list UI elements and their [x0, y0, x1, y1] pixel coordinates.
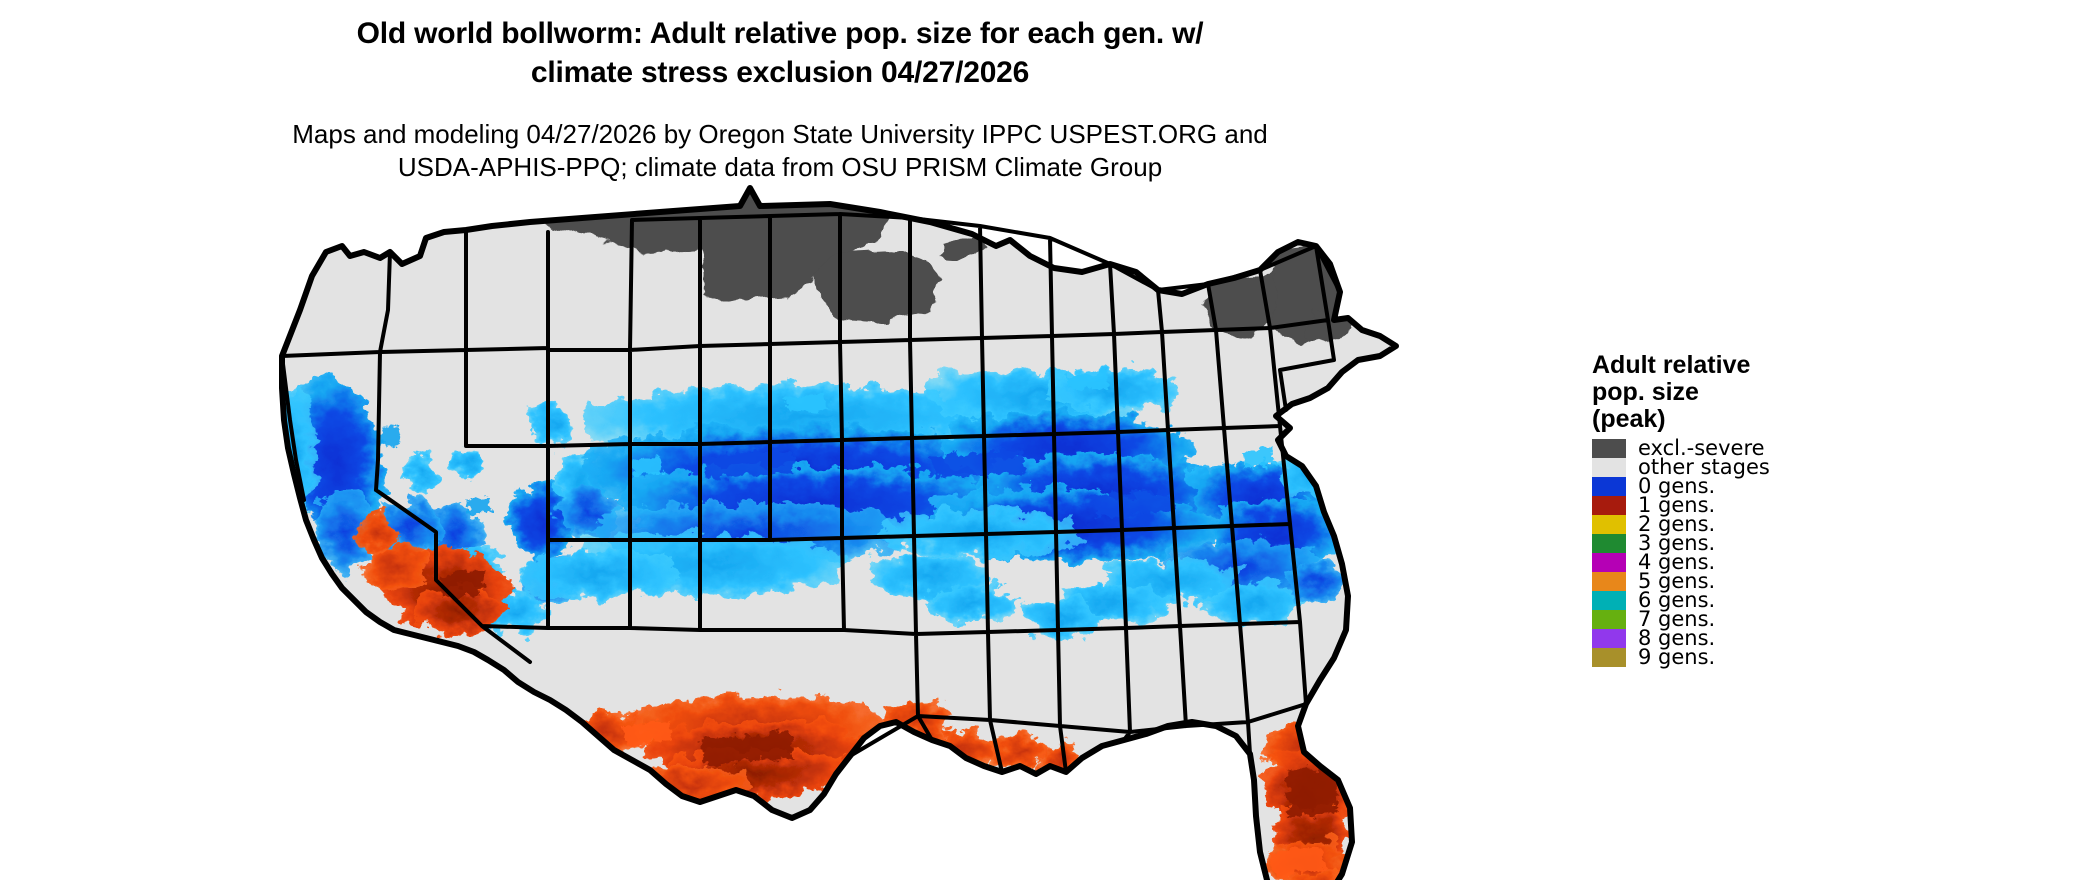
legend-title: Adult relative pop. size (peak) [1592, 351, 1751, 433]
legend-item: 5 gens. [1592, 569, 2012, 593]
map-legend: Adult relative pop. size (peak) excl.-se… [1592, 351, 2012, 669]
legend-item: 7 gens. [1592, 607, 2012, 631]
legend-item: other stages [1592, 455, 2012, 479]
legend-label: 6 gens. [1638, 588, 1716, 612]
us-map-svg [279, 185, 1399, 880]
legend-items: excl.-severe other stages 0 gens. 1 gens. 2 … [1592, 436, 2012, 669]
legend-swatch [1592, 629, 1626, 648]
legend-label: 0 gens. [1638, 474, 1716, 498]
legend-item: 4 gens. [1592, 550, 2012, 574]
map-national-outline [279, 185, 1399, 880]
subtitle-line-1: Maps and modeling 04/27/2026 by Oregon S… [292, 119, 1268, 149]
legend-label: 5 gens. [1638, 569, 1716, 593]
legend-label: excl.-severe [1638, 436, 1765, 460]
legend-item: 2 gens. [1592, 512, 2012, 536]
legend-swatch [1592, 553, 1626, 572]
legend-item: 6 gens. [1592, 588, 2012, 612]
legend-swatch [1592, 591, 1626, 610]
page-subtitle: Maps and modeling 04/27/2026 by Oregon S… [0, 118, 1560, 184]
legend-swatch [1592, 458, 1626, 477]
overlay-0-gens [282, 368, 1348, 638]
map-data-overlay [282, 188, 1354, 880]
legend-swatch [1592, 648, 1626, 667]
legend-swatch [1592, 496, 1626, 515]
legend-label: 8 gens. [1638, 626, 1716, 650]
legend-item: 9 gens. [1592, 645, 2012, 669]
legend-label: other stages [1638, 455, 1770, 479]
title-line-1: Old world bollworm: Adult relative pop. … [356, 17, 1204, 50]
legend-label: 1 gens. [1638, 493, 1716, 517]
legend-swatch [1592, 477, 1626, 496]
legend-item: excl.-severe [1592, 436, 2012, 460]
legend-swatch [1592, 439, 1626, 458]
legend-label: 4 gens. [1638, 550, 1716, 574]
subtitle-line-2: USDA-APHIS-PPQ; climate data from OSU PR… [397, 152, 1163, 182]
legend-item: 3 gens. [1592, 531, 2012, 555]
title-line-2: climate stress exclusion 04/27/2026 [530, 56, 1030, 89]
legend-swatch [1592, 515, 1626, 534]
legend-swatch [1592, 534, 1626, 553]
page-title: Old world bollworm: Adult relative pop. … [0, 14, 1560, 92]
legend-item: 8 gens. [1592, 626, 2012, 650]
legend-label: 7 gens. [1638, 607, 1716, 631]
legend-swatch [1592, 610, 1626, 629]
legend-label: 9 gens. [1638, 645, 1716, 669]
legend-item: 0 gens. [1592, 474, 2012, 498]
us-map [230, 160, 1510, 880]
legend-label: 2 gens. [1638, 512, 1716, 536]
legend-item: 1 gens. [1592, 493, 2012, 517]
overlay-0-gens-detail [380, 370, 1276, 518]
overlay-excl-severe [530, 188, 1354, 346]
overlay-1-gens-detail [440, 570, 1338, 878]
legend-label: 3 gens. [1638, 531, 1716, 555]
legend-swatch [1592, 572, 1626, 591]
